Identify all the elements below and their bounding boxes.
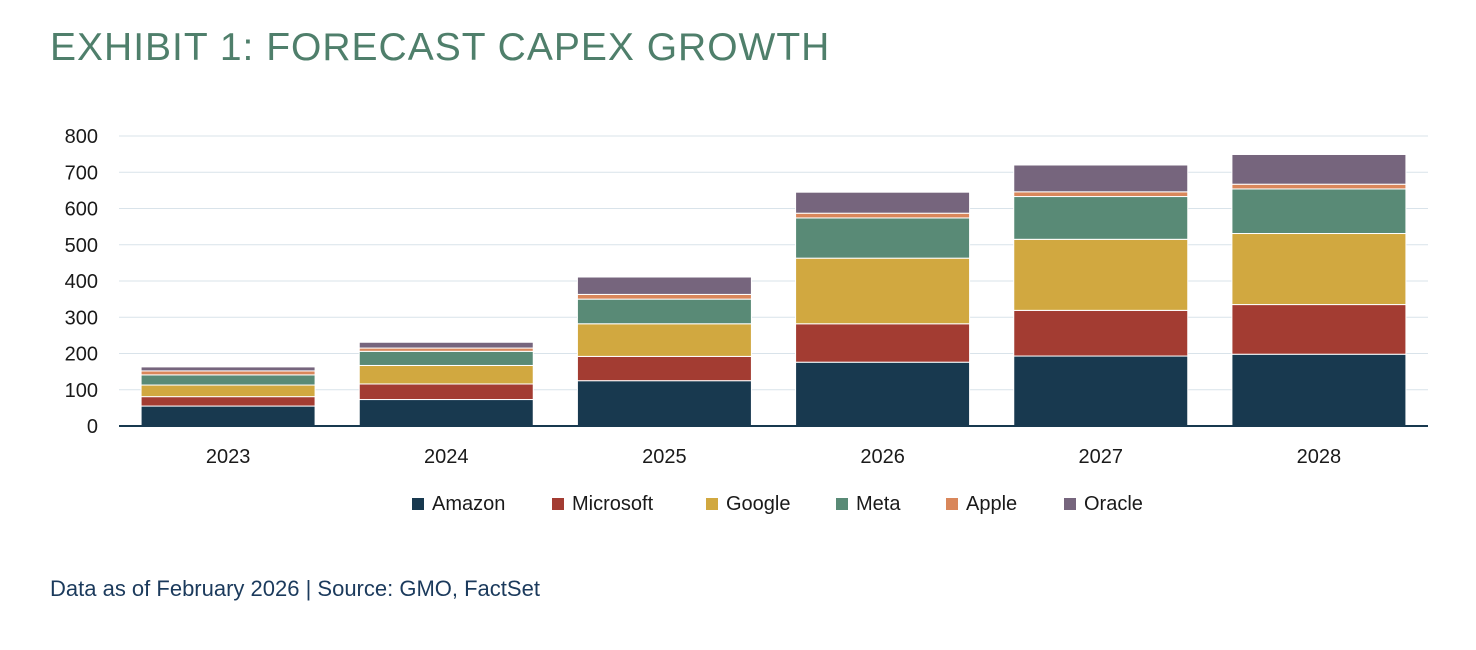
x-tick-label: 2026 <box>860 446 905 468</box>
bar-segment-meta <box>140 374 316 386</box>
bar-segment-microsoft <box>1231 304 1407 355</box>
bar-segment-amazon <box>1231 353 1407 427</box>
legend-label: Apple <box>966 492 1018 515</box>
bar-segment-amazon <box>1013 355 1189 427</box>
legend-swatch <box>946 498 958 510</box>
y-tick-label: 800 <box>65 126 98 148</box>
legend-label: Meta <box>856 492 901 515</box>
bar-segment-meta <box>1231 188 1407 235</box>
bar-segment-apple <box>795 212 971 219</box>
x-tick-label: 2025 <box>642 446 687 468</box>
bar-segment-oracle <box>140 366 316 372</box>
legend-item-amazon: Amazon <box>412 490 505 518</box>
y-tick-label: 300 <box>65 307 98 329</box>
legend-item-meta: Meta <box>836 490 900 518</box>
bar-segment-microsoft <box>140 396 316 407</box>
bar-segment-meta <box>795 217 971 259</box>
legend-item-google: Google <box>706 490 791 518</box>
bar-segment-google <box>1231 233 1407 306</box>
y-tick-label: 500 <box>65 235 98 257</box>
legend: Amazon Microsoft Google Meta Apple Oracle <box>0 490 1476 520</box>
y-tick-label: 100 <box>65 380 98 402</box>
bar-segment-apple <box>1013 191 1189 198</box>
x-tick-label: 2028 <box>1297 446 1342 468</box>
bar-segment-amazon <box>576 380 752 427</box>
y-tick-label: 600 <box>65 199 98 221</box>
bar-segment-meta <box>358 350 534 366</box>
bar-segment-oracle <box>576 276 752 295</box>
legend-swatch <box>836 498 848 510</box>
y-tick-label: 400 <box>65 271 98 293</box>
legend-swatch <box>706 498 718 510</box>
legend-label: Microsoft <box>572 492 654 515</box>
bar-segment-amazon <box>358 399 534 427</box>
legend-swatch <box>412 498 424 510</box>
legend-item-apple: Apple <box>946 490 1017 518</box>
x-tick-label: 2027 <box>1079 446 1124 468</box>
bar-segment-oracle <box>1013 164 1189 193</box>
x-tick-label: 2024 <box>424 446 469 468</box>
bar-segment-apple <box>1231 183 1407 190</box>
axes: 0 100 200 300 400 500 600 700 800 2023 2024 2025 202… <box>65 126 1428 468</box>
legend-item-oracle: Oracle <box>1064 490 1143 518</box>
bar-segment-apple <box>140 370 316 376</box>
y-tick-label: 700 <box>65 162 98 184</box>
bar-segment-oracle <box>1231 153 1407 185</box>
bar-segment-google <box>140 384 316 398</box>
legend-label: Amazon <box>432 492 506 515</box>
chart-title: EXHIBIT 1: FORECAST CAPEX GROWTH <box>50 26 831 69</box>
legend-swatch <box>1064 498 1076 510</box>
bar-segment-microsoft <box>576 355 752 382</box>
legend-label: Oracle <box>1084 492 1143 515</box>
grid-lines <box>119 135 1428 391</box>
bar-segment-google <box>795 257 971 325</box>
bar-segment-microsoft <box>795 323 971 363</box>
bar-segment-amazon <box>140 405 316 427</box>
bar-segment-google <box>358 364 534 385</box>
bar-segment-oracle <box>358 341 534 349</box>
bar-segment-meta <box>1013 196 1189 240</box>
bar-segment-google <box>1013 238 1189 311</box>
legend-label: Google <box>726 492 791 515</box>
bar-segment-microsoft <box>1013 309 1189 357</box>
y-tick-label: 0 <box>87 416 98 438</box>
bar-segment-google <box>576 323 752 357</box>
source-footnote: Data as of February 2026 | Source: GMO, … <box>50 576 540 601</box>
bar-segment-oracle <box>795 191 971 214</box>
bar-segment-apple <box>576 293 752 300</box>
legend-item-microsoft: Microsoft <box>552 490 653 518</box>
bar-segment-microsoft <box>358 383 534 401</box>
x-tick-label: 2023 <box>206 446 251 468</box>
y-tick-label: 200 <box>65 344 98 366</box>
bar-segment-amazon <box>795 361 971 427</box>
bars <box>140 153 1407 427</box>
legend-swatch <box>552 498 564 510</box>
bar-segment-meta <box>576 298 752 325</box>
